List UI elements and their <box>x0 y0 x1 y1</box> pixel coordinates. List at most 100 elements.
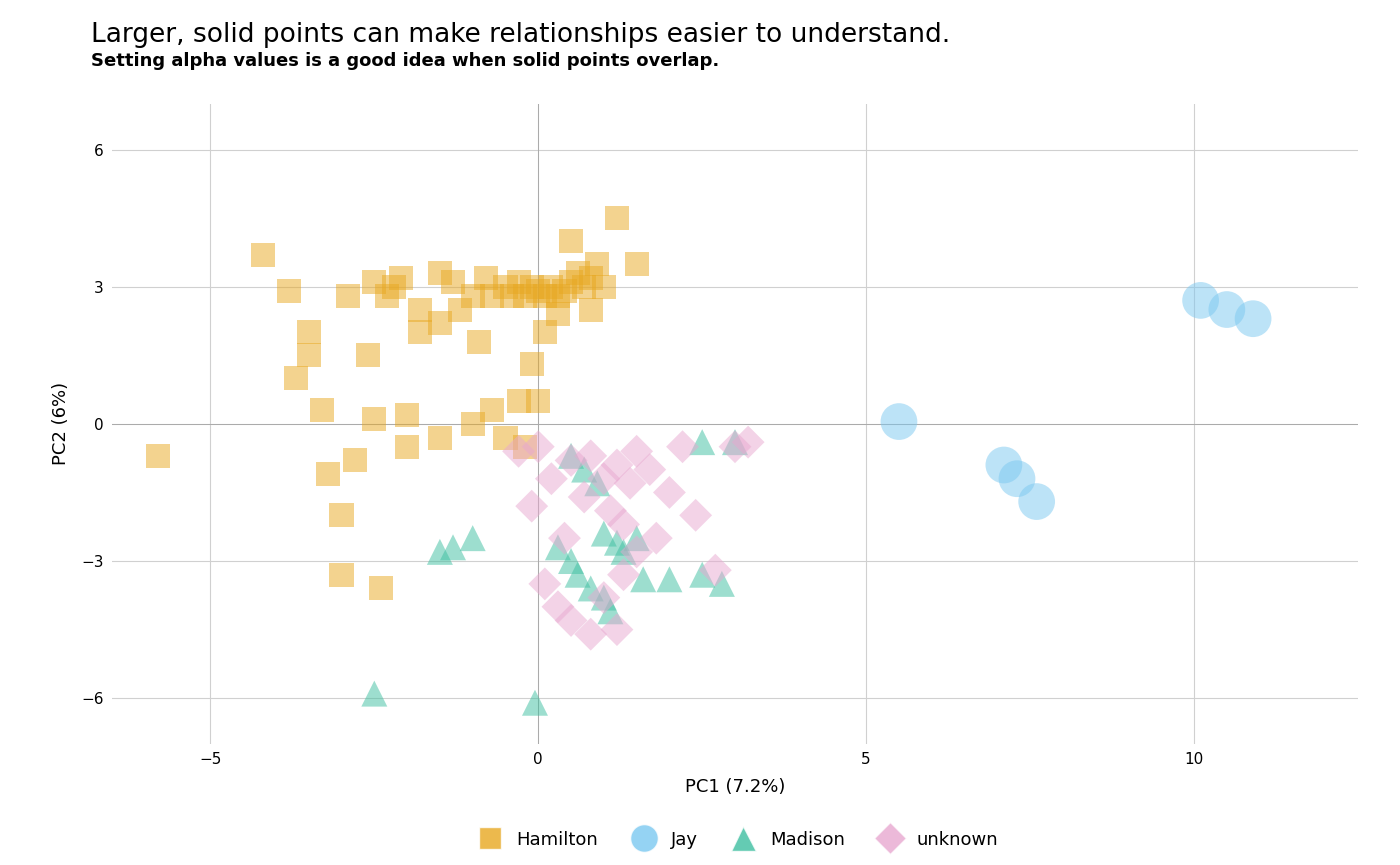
Point <box>567 567 589 581</box>
Point <box>547 307 570 321</box>
Point <box>521 279 543 293</box>
Point <box>547 541 570 554</box>
Point <box>428 545 451 559</box>
Point <box>363 413 385 426</box>
Point <box>592 279 615 293</box>
Point <box>599 605 622 618</box>
Point <box>533 325 556 339</box>
Point <box>567 266 589 280</box>
Point <box>370 581 392 595</box>
Point <box>428 266 451 280</box>
Point <box>507 394 529 408</box>
Point <box>540 471 563 485</box>
Point <box>494 279 517 293</box>
Point <box>363 687 385 701</box>
X-axis label: PC1 (7.2%): PC1 (7.2%) <box>685 778 785 797</box>
Point <box>330 567 353 581</box>
Point <box>468 335 490 349</box>
Point <box>514 439 536 453</box>
Point <box>560 275 582 289</box>
Text: Setting alpha values is a good idea when solid points overlap.: Setting alpha values is a good idea when… <box>91 52 720 70</box>
Point <box>606 623 629 637</box>
Point <box>462 289 484 303</box>
Point <box>284 371 307 385</box>
Point <box>553 285 575 298</box>
Point <box>560 554 582 568</box>
Point <box>560 449 582 463</box>
Point <box>580 627 602 641</box>
Point <box>298 325 321 339</box>
Y-axis label: PC2 (6%): PC2 (6%) <box>52 382 70 465</box>
Point <box>573 490 595 504</box>
Point <box>533 577 556 591</box>
Point <box>462 531 484 545</box>
Point <box>685 509 707 522</box>
Point <box>318 467 340 481</box>
Point <box>482 403 504 417</box>
Point <box>1242 311 1264 325</box>
Point <box>382 279 405 293</box>
Point <box>692 435 714 449</box>
Point <box>507 275 529 289</box>
Point <box>626 531 648 545</box>
Point <box>606 458 629 472</box>
Point <box>462 417 484 431</box>
Point <box>724 435 746 449</box>
Point <box>514 289 536 303</box>
Point <box>993 458 1015 472</box>
Point <box>638 463 661 477</box>
Point <box>547 599 570 613</box>
Point <box>494 431 517 445</box>
Point <box>330 509 353 522</box>
Point <box>1190 293 1212 307</box>
Point <box>672 439 694 453</box>
Point <box>475 271 497 285</box>
Point <box>592 471 615 485</box>
Point <box>501 289 524 303</box>
Point <box>482 289 504 303</box>
Point <box>704 563 727 577</box>
Point <box>619 477 641 490</box>
Point <box>448 303 470 317</box>
Point <box>1025 495 1047 509</box>
Point <box>526 439 549 453</box>
Point <box>592 527 615 541</box>
Point <box>560 453 582 467</box>
Point <box>363 275 385 289</box>
Point <box>396 407 419 421</box>
Point <box>631 573 654 586</box>
Point <box>428 431 451 445</box>
Point <box>606 211 629 225</box>
Point <box>573 279 595 293</box>
Point <box>521 499 543 513</box>
Point <box>277 285 300 298</box>
Point <box>587 477 609 490</box>
Point <box>888 414 910 428</box>
Point <box>396 439 419 453</box>
Point <box>147 449 169 463</box>
Point <box>442 541 465 554</box>
Point <box>692 567 714 581</box>
Point <box>524 695 546 709</box>
Point <box>612 567 634 581</box>
Point <box>409 303 431 317</box>
Point <box>711 577 734 591</box>
Point <box>612 517 634 531</box>
Point <box>592 591 615 605</box>
Point <box>442 275 465 289</box>
Point <box>592 591 615 605</box>
Point <box>343 453 365 467</box>
Legend: Hamilton, Jay, Madison, unknown: Hamilton, Jay, Madison, unknown <box>465 823 1005 855</box>
Point <box>724 439 746 453</box>
Point <box>560 613 582 627</box>
Point <box>298 349 321 362</box>
Point <box>560 234 582 248</box>
Point <box>252 247 274 261</box>
Point <box>573 463 595 477</box>
Point <box>645 531 668 545</box>
Point <box>626 257 648 271</box>
Point <box>599 503 622 517</box>
Point <box>526 394 549 408</box>
Point <box>547 289 570 303</box>
Point <box>658 485 680 499</box>
